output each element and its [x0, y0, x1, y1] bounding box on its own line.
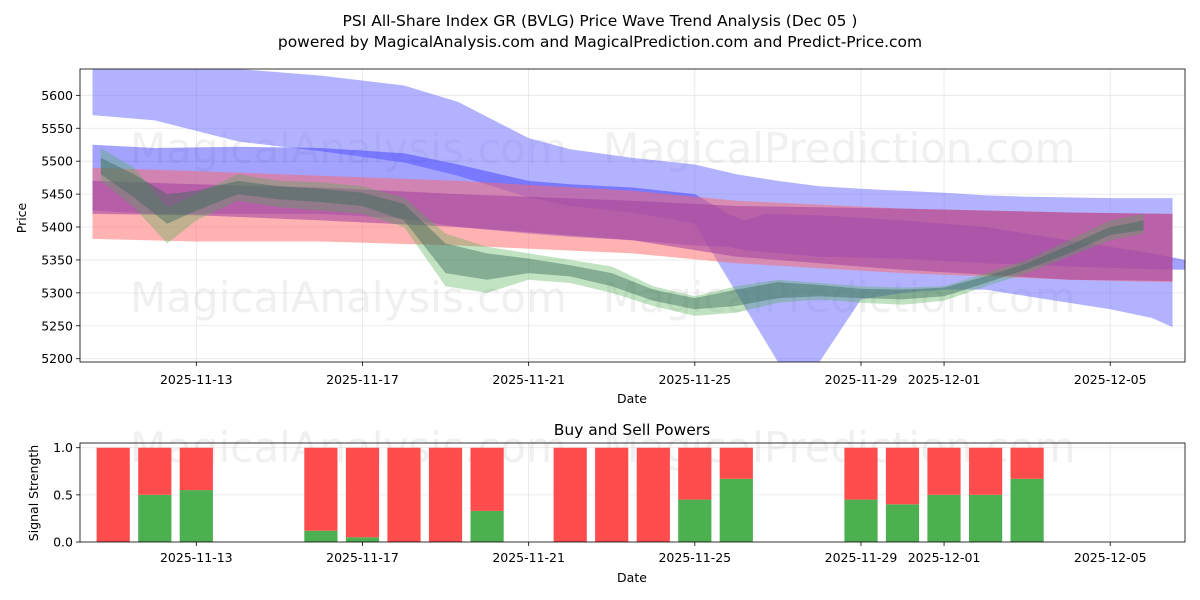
green-band [100, 148, 1144, 316]
price-plot: MagicalAnalysis.com MagicalPrediction.co… [14, 68, 1186, 406]
price-xtick-label: 2025-11-25 [658, 372, 731, 387]
price-ytick-label: 5450 [41, 187, 73, 202]
price-xtick-label: 2025-11-13 [160, 372, 233, 387]
price-ytick-label: 5550 [41, 121, 73, 136]
sell-bar [138, 447, 172, 495]
sell-bar [927, 447, 961, 495]
sell-bar [844, 447, 878, 500]
blue-wide-band [92, 69, 1173, 362]
purple-band [92, 180, 1173, 281]
price-xtick-label: 2025-12-05 [1074, 372, 1147, 387]
signal-ytick-label: 1.0 [53, 440, 73, 455]
buy-bar [470, 510, 504, 542]
sell-bar [636, 447, 670, 542]
sell-bar [345, 447, 380, 538]
buy-bar [927, 494, 961, 542]
chart-title-line2: powered by MagicalAnalysis.com and Magic… [278, 33, 922, 51]
price-y-ticks: 5200 5250 5300 5350 5400 5450 5500 5550 5600 [41, 88, 80, 366]
buy-bar [304, 530, 338, 542]
signal-ytick-label: 0.0 [53, 535, 73, 550]
price-bands [92, 69, 1185, 362]
signal-y-ticks: 0.0 0.5 1.0 [53, 440, 80, 550]
signal-xtick-label: 2025-11-25 [658, 550, 731, 565]
sell-bar [96, 447, 130, 542]
price-ytick-label: 5500 [41, 154, 73, 169]
price-xtick-label: 2025-12-01 [908, 372, 981, 387]
sell-bar [428, 447, 463, 542]
sell-bar [885, 447, 920, 505]
price-xtick-label: 2025-11-17 [326, 372, 399, 387]
signal-xtick-label: 2025-12-05 [1074, 550, 1147, 565]
sell-bar [595, 447, 629, 542]
signal-xtick-label: 2025-11-29 [825, 550, 898, 565]
price-ytick-label: 5350 [41, 252, 73, 267]
price-plot-border [79, 68, 1186, 363]
sell-bar [470, 447, 504, 511]
dark-overlay-band [100, 157, 1144, 310]
signal-xtick-label: 2025-11-13 [160, 550, 233, 565]
buy-bar [844, 499, 878, 542]
buy-bar [969, 494, 1003, 542]
watermark-analysis-top: MagicalAnalysis.com [130, 273, 567, 322]
buy-bar [1010, 478, 1044, 542]
sell-bar [553, 447, 587, 542]
sell-bar [304, 447, 338, 531]
sell-bar [678, 447, 712, 500]
signal-plot: Buy and Sell Powers MagicalAnalysis.com … [26, 421, 1186, 585]
signal-xtick-label: 2025-12-01 [908, 550, 981, 565]
price-ytick-label: 5600 [41, 88, 73, 103]
signal-bars [96, 447, 1044, 542]
signal-ytick-label: 0.5 [53, 487, 73, 502]
price-xtick-label: 2025-11-29 [825, 372, 898, 387]
signal-x-ticks: 2025-11-13 2025-11-17 2025-11-21 2025-11-25… [160, 542, 1147, 565]
price-x-ticks: 2025-11-13 2025-11-17 2025-11-21 2025-11-25… [160, 362, 1147, 387]
buy-bar [138, 494, 172, 542]
signal-plot-title: Buy and Sell Powers [554, 421, 711, 439]
sell-bar [179, 447, 213, 491]
sell-bar [969, 447, 1003, 495]
buy-bar [678, 499, 712, 542]
signal-x-axis-label: Date [617, 570, 647, 585]
signal-y-axis-label: Signal Strength [26, 445, 41, 541]
signal-xtick-label: 2025-11-17 [326, 550, 399, 565]
price-xtick-label: 2025-11-21 [492, 372, 565, 387]
sell-bar [719, 447, 753, 479]
price-ytick-label: 5300 [41, 285, 73, 300]
signal-xtick-label: 2025-11-21 [492, 550, 565, 565]
sell-bar [1010, 447, 1044, 479]
signal-plot-border [79, 442, 1186, 543]
buy-bar [719, 478, 753, 542]
price-x-axis-label: Date [617, 391, 647, 406]
price-ytick-label: 5400 [41, 220, 73, 235]
buy-bar [885, 504, 920, 542]
sell-bar [387, 447, 421, 542]
price-ytick-label: 5200 [41, 351, 73, 366]
price-ytick-label: 5250 [41, 318, 73, 333]
buy-bar [179, 490, 213, 542]
watermark-prediction-bottom: MagicalPrediction.com [603, 423, 1076, 472]
price-y-axis-label: Price [14, 202, 29, 233]
chart-title-line1: PSI All-Share Index GR (BVLG) Price Wave… [343, 12, 858, 30]
buy-bar [345, 537, 380, 542]
